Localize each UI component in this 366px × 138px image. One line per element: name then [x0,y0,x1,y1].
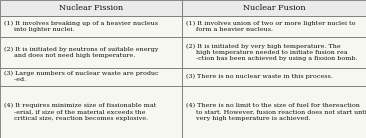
Text: Nuclear Fission: Nuclear Fission [59,4,123,12]
Bar [182,37,366,68]
Text: (1) It involves breaking up of a heavier nucleus
     into lighter nuclei.: (1) It involves breaking up of a heavier… [4,21,158,32]
Text: (4) It requires minimize size of fissionable mat
     -erial, if size of the mat: (4) It requires minimize size of fission… [4,103,157,121]
Bar [0,68,182,86]
Bar [182,0,366,16]
Bar [0,37,182,68]
Bar [182,86,366,138]
Text: (4) There is no limit to the size of fuel for thereaction
     to start. However: (4) There is no limit to the size of fue… [186,103,366,121]
Bar [182,16,366,37]
Text: (2) It is initiated by very high temperature. The
     high temperature needed t: (2) It is initiated by very high tempera… [186,44,358,61]
Text: (1) It involves union of two or more lighter nuclei to
     form a heavier nucle: (1) It involves union of two or more lig… [186,21,356,32]
Text: (2) It is initiated by neutrons of suitable energy
     and does not need high t: (2) It is initiated by neutrons of suita… [4,47,159,58]
Bar [0,86,182,138]
Bar [0,16,182,37]
Bar [0,0,182,16]
Text: (3) There is no nuclear waste in this process.: (3) There is no nuclear waste in this pr… [186,74,333,79]
Text: (3) Large numbers of nuclear waste are produc
     -ed.: (3) Large numbers of nuclear waste are p… [4,71,159,82]
Text: Nuclear Fusion: Nuclear Fusion [243,4,305,12]
Bar [182,68,366,86]
